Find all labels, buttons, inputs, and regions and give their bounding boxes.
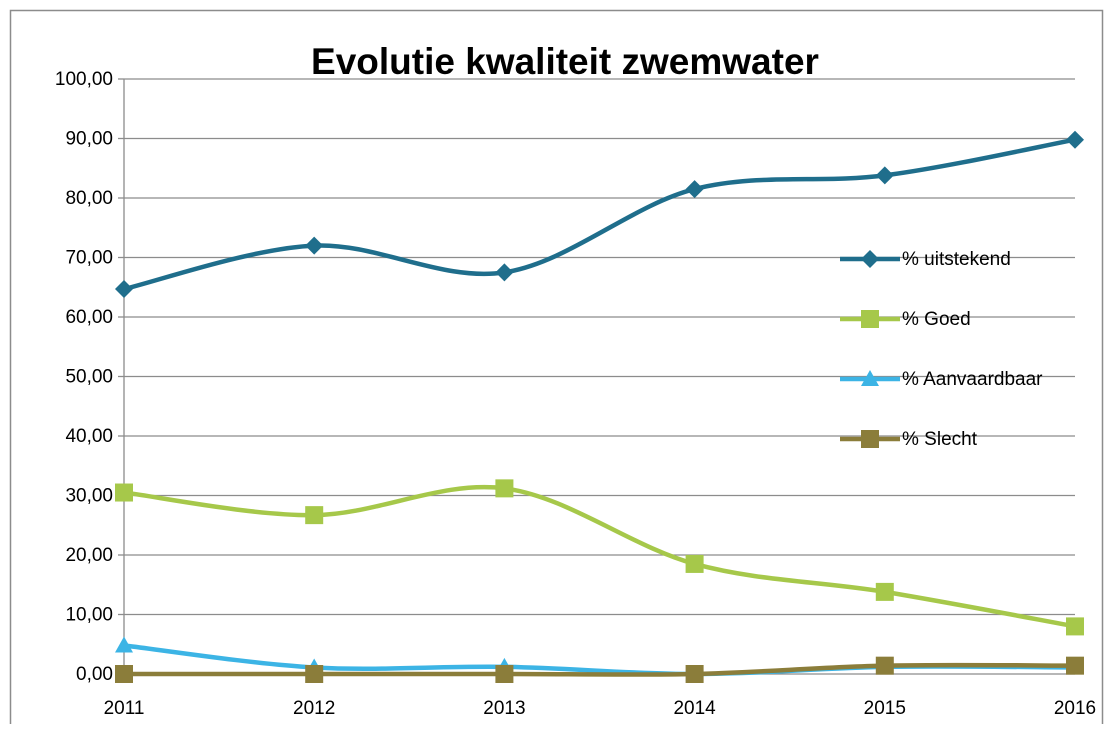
x-tick-label: 2016: [1054, 698, 1096, 719]
data-point: [1066, 656, 1084, 675]
x-tick-label: 2015: [864, 698, 906, 719]
legend-marker: [861, 430, 879, 448]
chart-title: Evolutie kwaliteit zwemwater: [311, 41, 819, 82]
data-point: [495, 479, 514, 498]
chart-frame: [9, 9, 1104, 729]
series-line: [123, 662, 1076, 677]
legend-marker: [861, 310, 879, 328]
data-point: [875, 166, 894, 185]
y-tick-label: 0,00: [76, 664, 113, 685]
data-point: [115, 483, 133, 502]
data-point: [685, 665, 704, 683]
x-tick-label: 2014: [673, 698, 716, 719]
data-point: [115, 280, 133, 299]
legend-label: % Slecht: [902, 429, 978, 450]
y-tick-label: 90,00: [65, 129, 113, 150]
data-point: [115, 636, 133, 653]
legend-label: % Goed: [902, 309, 971, 330]
y-tick-label: 100,00: [55, 69, 113, 90]
y-tick-label: 80,00: [65, 188, 113, 209]
y-tick-label: 20,00: [65, 545, 113, 566]
y-tick-label: 50,00: [65, 367, 113, 388]
x-tick-label: 2013: [483, 698, 525, 719]
legend-label: % Aanvaardbaar: [902, 369, 1043, 390]
y-tick-label: 10,00: [65, 605, 113, 626]
y-tick-label: 60,00: [65, 307, 113, 328]
y-tick-label: 70,00: [65, 248, 113, 269]
data-point: [685, 554, 704, 573]
data-point: [1066, 130, 1084, 149]
x-tick-label: 2011: [104, 698, 145, 719]
y-tick-label: 40,00: [65, 426, 113, 447]
data-point: [875, 656, 894, 675]
data-point: [685, 180, 704, 199]
legend-label: % uitstekend: [902, 249, 1011, 270]
data-point: [305, 665, 324, 683]
legend-marker: [861, 250, 879, 268]
y-tick-label: 30,00: [65, 486, 113, 507]
series-line: [123, 484, 1076, 629]
data-point: [1066, 617, 1084, 636]
data-point: [495, 665, 514, 683]
data-point: [305, 236, 324, 255]
data-point: [305, 506, 324, 525]
series-line: [123, 137, 1076, 292]
legend-marker: [861, 370, 879, 386]
data-point: [495, 263, 514, 282]
x-tick-label: 2012: [293, 698, 335, 719]
data-point: [875, 582, 894, 601]
data-point: [115, 665, 133, 683]
